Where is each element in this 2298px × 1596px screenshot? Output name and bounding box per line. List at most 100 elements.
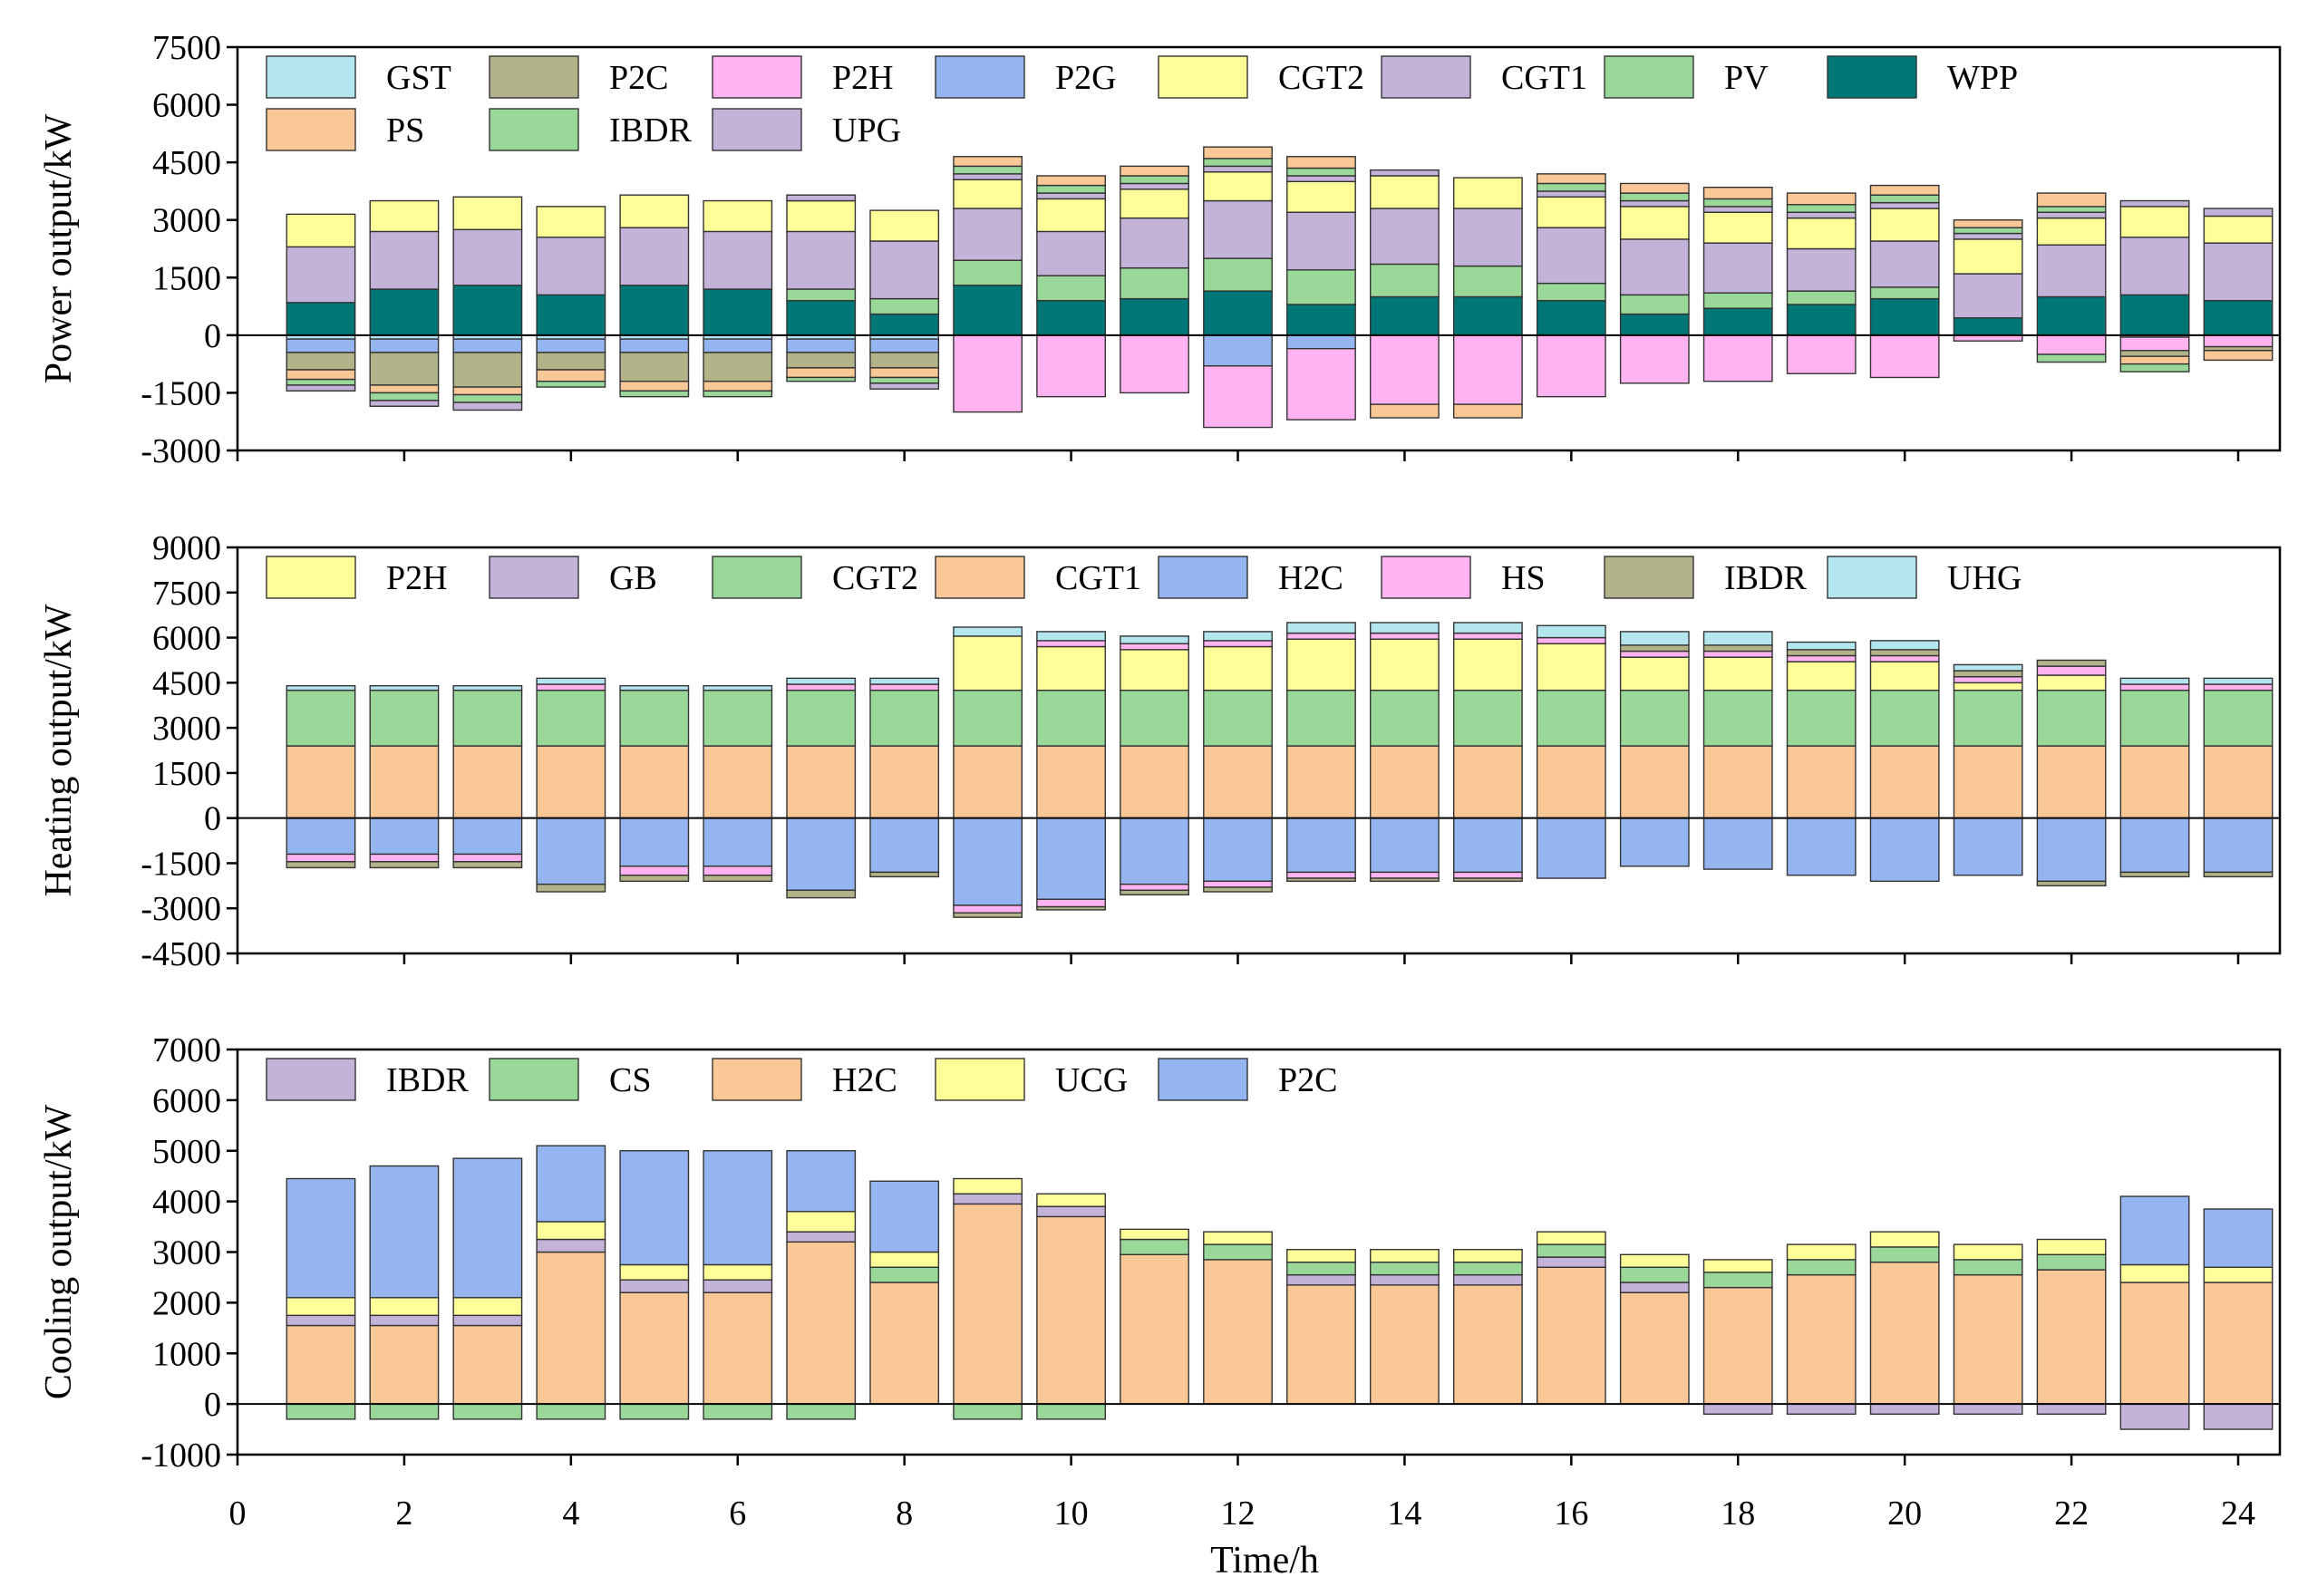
bar-neg-hs-t12 bbox=[1203, 880, 1273, 888]
bar-cs-t12 bbox=[1203, 1243, 1273, 1261]
bar-neg-ibdr-t6 bbox=[703, 390, 773, 398]
bar-upg-t24 bbox=[2203, 208, 2274, 218]
bar-neg-upg-t3 bbox=[452, 401, 523, 411]
bar-cgt2-t13 bbox=[1286, 180, 1356, 213]
bar-cgt2-t19 bbox=[1786, 689, 1857, 747]
bar-wpp-t5 bbox=[619, 285, 690, 336]
bar-hs-t8 bbox=[869, 683, 940, 692]
bar-ucg-t12 bbox=[1203, 1231, 1273, 1245]
bar-neg-cs-t5 bbox=[619, 1403, 690, 1420]
bar-neg-upg-t1 bbox=[286, 384, 356, 392]
bar-neg-ps-t15 bbox=[1452, 403, 1523, 419]
bar-cgt2-t4 bbox=[536, 689, 606, 747]
bar-h2c-t23 bbox=[2119, 1282, 2190, 1405]
bar-p2h-t9 bbox=[953, 635, 1023, 692]
bar-upg-t23 bbox=[2119, 199, 2190, 208]
bar-ibdr-t16 bbox=[1536, 1256, 1606, 1268]
y-tick-label: -1000 bbox=[141, 1436, 221, 1475]
bar-cgt1-t4 bbox=[536, 237, 606, 296]
bar-cgt1-t13 bbox=[1286, 745, 1356, 819]
bar-neg-p2c-t4 bbox=[536, 352, 606, 371]
bar-cgt1-t2 bbox=[369, 745, 440, 819]
bar-uhg-t24 bbox=[2203, 677, 2274, 685]
bar-ucg-t14 bbox=[1370, 1249, 1440, 1263]
bar-ucg-t9 bbox=[953, 1177, 1023, 1195]
bar-uhg-t19 bbox=[1786, 641, 1857, 651]
bar-uhg-t18 bbox=[1702, 631, 1773, 646]
bar-neg-p2h-t14 bbox=[1370, 334, 1440, 405]
bar-neg-h2c-t24 bbox=[2203, 817, 2274, 874]
bar-cgt1-t9 bbox=[953, 745, 1023, 819]
bar-neg-p2h-t19 bbox=[1786, 334, 1857, 374]
bar-neg-p2h-t24 bbox=[2203, 334, 2274, 348]
bar-neg-ibdr-t23 bbox=[2119, 1403, 2190, 1430]
bar-h2c-t18 bbox=[1702, 1286, 1773, 1405]
panel-2: -4500 -3000 -1500 0 1500 3000 4500 6000 7500 9000… bbox=[38, 529, 2282, 973]
bar-neg-h2c-t5 bbox=[619, 817, 690, 867]
bar-cgt1-t8 bbox=[869, 745, 940, 819]
bar-ucg-t17 bbox=[1619, 1253, 1690, 1268]
bar-cgt2-t6 bbox=[703, 199, 773, 233]
bar-neg-ibdr-t23 bbox=[2119, 871, 2190, 878]
bar-upg-t14 bbox=[1370, 169, 1440, 177]
bar-hs-t14 bbox=[1370, 632, 1440, 640]
bar-cgt1-t15 bbox=[1452, 745, 1523, 819]
bar-neg-h2c-t19 bbox=[1786, 817, 1857, 876]
legend-label-hs: HS bbox=[1501, 559, 1546, 597]
bar-pv-t8 bbox=[869, 297, 940, 315]
bar-neg-ibdr-t19 bbox=[1786, 1403, 1857, 1416]
bar-p2h-t19 bbox=[1786, 661, 1857, 692]
bar-uhg-t17 bbox=[1619, 631, 1690, 646]
x-tick-label: 24 bbox=[2221, 1494, 2255, 1533]
bar-neg-h2c-t7 bbox=[786, 817, 857, 892]
bar-neg-p2h-t20 bbox=[1869, 334, 1940, 379]
bar-ibdr-t21 bbox=[1953, 670, 2023, 678]
bar-hs-t24 bbox=[2203, 683, 2274, 692]
bar-p2c-t1 bbox=[286, 1177, 356, 1299]
y-tick-label: -1500 bbox=[141, 374, 221, 412]
bar-cs-t13 bbox=[1286, 1261, 1356, 1276]
bar-neg-ibdr-t4 bbox=[536, 883, 606, 893]
bar-uhg-t4 bbox=[536, 677, 606, 685]
bar-cgt1-t12 bbox=[1203, 745, 1273, 819]
bar-cgt2-t15 bbox=[1452, 177, 1523, 209]
bar-cgt1-t11 bbox=[1120, 217, 1189, 269]
y-tick-label: 6000 bbox=[152, 87, 221, 125]
bar-ibdr-t17 bbox=[1619, 192, 1690, 202]
bar-upg-t7 bbox=[786, 194, 857, 202]
bar-pv-t12 bbox=[1203, 257, 1273, 292]
bar-cgt2-t1 bbox=[286, 689, 356, 747]
legend-label-upg: UPG bbox=[832, 111, 901, 150]
bar-neg-h2c-t20 bbox=[1869, 817, 1940, 883]
y-tick-label: -3000 bbox=[141, 432, 221, 470]
plot-frame bbox=[236, 546, 2282, 955]
bar-cgt1-t24 bbox=[2203, 242, 2274, 302]
bar-neg-ibdr-t1 bbox=[286, 861, 356, 869]
bar-neg-p2g-t12 bbox=[1203, 334, 1273, 367]
bar-p2h-t21 bbox=[1953, 682, 2023, 692]
bar-p2c-t8 bbox=[869, 1180, 940, 1253]
bar-h2c-t4 bbox=[536, 1251, 606, 1405]
bar-p2c-t23 bbox=[2119, 1195, 2190, 1266]
bar-neg-cs-t10 bbox=[1036, 1403, 1106, 1420]
bar-upg-t18 bbox=[1702, 206, 1773, 213]
bar-cs-t11 bbox=[1120, 1238, 1189, 1255]
bar-wpp-t17 bbox=[1619, 313, 1690, 336]
bar-p2c-t24 bbox=[2203, 1208, 2274, 1268]
bar-neg-ibdr-t11 bbox=[1120, 889, 1189, 895]
x-tick-label: 4 bbox=[562, 1494, 579, 1533]
bar-uhg-t10 bbox=[1036, 631, 1106, 642]
legend-swatch-cgt1 bbox=[1381, 55, 1471, 99]
bar-wpp-t13 bbox=[1286, 304, 1356, 336]
bar-neg-p2c-t8 bbox=[869, 352, 940, 369]
bar-ibdr-t14 bbox=[1370, 1273, 1440, 1286]
bar-uhg-t5 bbox=[619, 684, 690, 692]
bar-cs-t17 bbox=[1619, 1266, 1690, 1283]
bar-cs-t20 bbox=[1869, 1246, 1940, 1263]
x-tick-label: 6 bbox=[729, 1494, 746, 1533]
bar-cgt1-t22 bbox=[2036, 244, 2107, 298]
bar-ucg-t13 bbox=[1286, 1249, 1356, 1263]
x-tick-label: 12 bbox=[1221, 1494, 1256, 1533]
bar-ucg-t5 bbox=[619, 1263, 690, 1281]
bar-h2c-t8 bbox=[869, 1282, 940, 1405]
